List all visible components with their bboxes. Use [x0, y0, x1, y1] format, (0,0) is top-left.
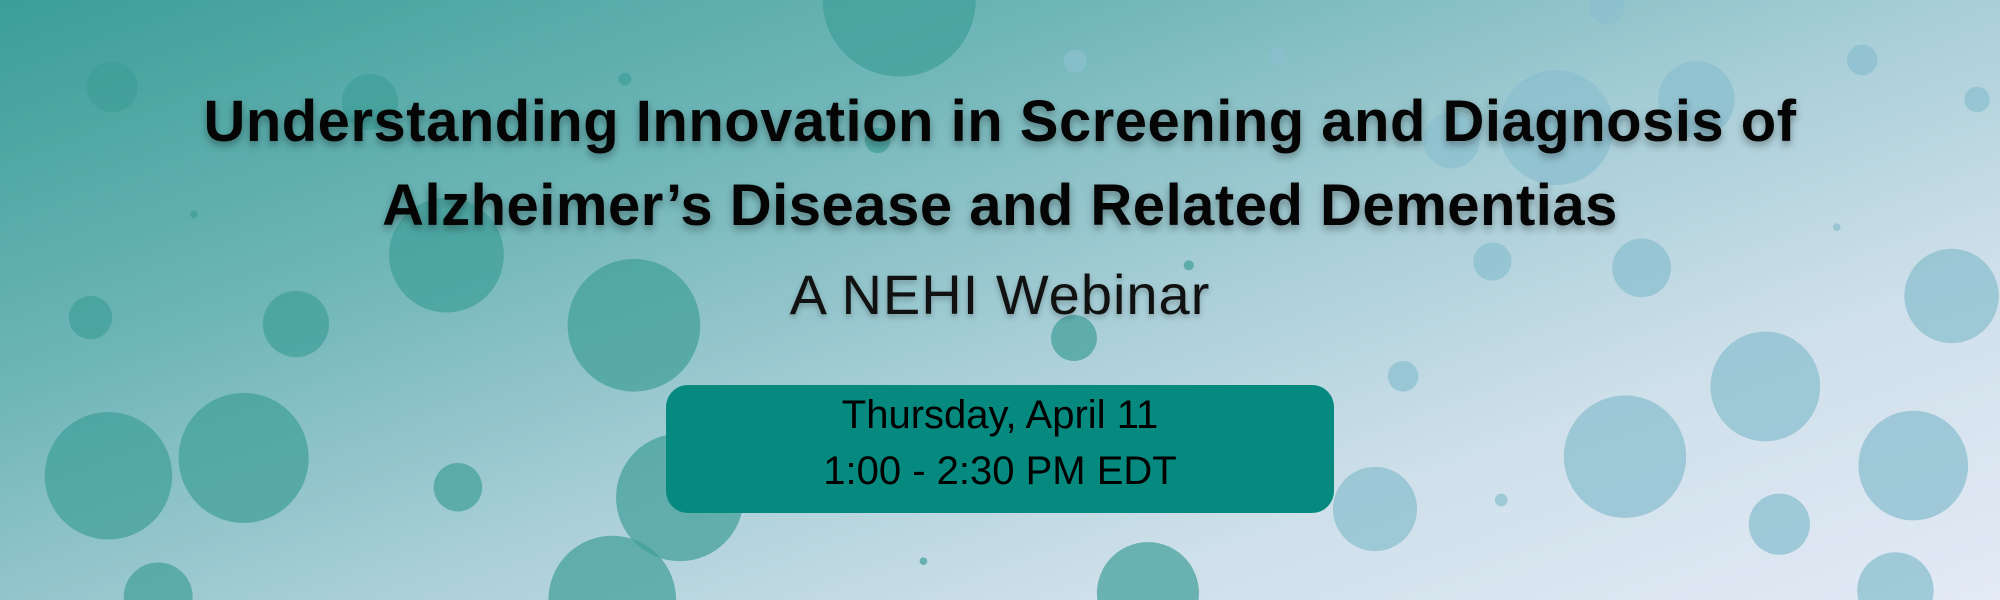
bubble — [1423, 112, 1480, 169]
bubble — [822, 0, 976, 77]
bubble — [1183, 260, 1194, 271]
bubble — [1096, 542, 1199, 600]
bubble — [123, 562, 193, 600]
title-line-2: Alzheimer’s Disease and Related Dementia… — [382, 173, 1618, 238]
bubble — [1063, 49, 1087, 73]
bubble — [190, 210, 198, 219]
bubble — [433, 463, 483, 512]
bubble — [262, 290, 330, 358]
bubble — [1589, 0, 1625, 25]
bubble — [919, 557, 928, 566]
bubble — [864, 127, 891, 154]
bubble — [1964, 86, 1990, 113]
bubble — [1858, 410, 1969, 521]
subtitle: A NEHI Webinar — [789, 263, 1211, 326]
bubble — [1658, 61, 1735, 138]
bubble — [1612, 238, 1671, 298]
bubble — [1748, 493, 1810, 555]
bubble — [1498, 70, 1614, 185]
bubble — [1494, 493, 1508, 507]
date-time-box: Thursday, April 11 1:00 - 2:30 PM EDT — [666, 385, 1334, 513]
title-line-1: Understanding Innovation in Screening an… — [203, 89, 1797, 154]
bubble — [567, 258, 701, 392]
bubble — [1846, 44, 1878, 76]
bubble — [1563, 395, 1687, 518]
bubble — [548, 535, 677, 600]
bubble — [389, 197, 504, 313]
bubble — [178, 392, 309, 523]
bubble — [1857, 552, 1934, 600]
bubble — [1473, 242, 1512, 281]
bubble — [68, 295, 113, 340]
bubble — [1832, 223, 1841, 231]
bubble — [618, 72, 632, 86]
event-time: 1:00 - 2:30 PM EDT — [823, 449, 1177, 493]
bubble — [1332, 466, 1418, 552]
bubble — [1051, 315, 1097, 361]
bubble — [1710, 331, 1821, 442]
event-date: Thursday, April 11 — [841, 393, 1159, 437]
bubble — [1904, 248, 1999, 344]
bubble — [86, 61, 138, 113]
bubble — [1269, 47, 1287, 66]
bubble — [1387, 360, 1419, 392]
bubble — [341, 73, 398, 131]
bubble — [44, 411, 173, 540]
